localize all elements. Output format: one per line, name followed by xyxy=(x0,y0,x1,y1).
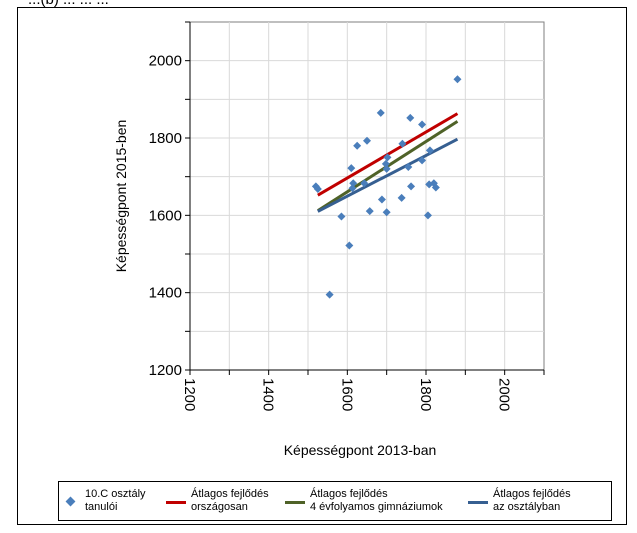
header-fragment: ...(b) ... ... ... xyxy=(28,0,109,8)
legend-label-gymnasium: Átlagos fejlődés 4 évfolyamos gimnáziumok xyxy=(310,488,443,513)
data-point-diamond xyxy=(404,163,413,171)
diamond-marker-icon xyxy=(65,496,76,507)
plot-area xyxy=(189,21,545,371)
data-point-diamond xyxy=(345,241,354,250)
grid-lines xyxy=(190,22,544,370)
data-point-diamond xyxy=(425,146,434,155)
legend-label-students: 10.C osztály tanulói xyxy=(85,488,146,513)
legend-label-national: Átlagos fejlődés országosan xyxy=(191,488,269,513)
data-point-diamond xyxy=(363,136,371,145)
y-axis-label: Képességpont 2015-ben xyxy=(113,120,129,273)
y-tick-label: 1800 xyxy=(149,130,182,147)
data-point-diamond xyxy=(398,139,407,148)
data-point-diamond xyxy=(418,156,427,165)
legend-label-class: Átlagos fejlődés az osztályban xyxy=(493,488,571,513)
data-point-diamond xyxy=(382,164,391,173)
data-point-diamond xyxy=(453,75,462,84)
x-tick-label: 1400 xyxy=(260,378,277,411)
y-tick-label: 1400 xyxy=(149,285,182,302)
data-point-diamond xyxy=(349,179,358,188)
red-line-marker-icon xyxy=(166,501,186,504)
blue-line-marker-icon xyxy=(468,501,488,504)
x-tick-label: 1200 xyxy=(181,378,198,411)
data-point-diamond xyxy=(347,164,356,173)
data-point-diamond xyxy=(418,120,427,129)
legend: 10.C osztály tanulói Átlagos fejlődés orsz… xyxy=(58,481,612,521)
data-point-diamond xyxy=(325,290,334,299)
x-tick-label: 1600 xyxy=(338,378,355,411)
x-tick-label: 2000 xyxy=(496,378,513,411)
y-tick-label: 1200 xyxy=(149,362,182,379)
data-point-diamond xyxy=(381,159,390,168)
y-tick-label: 2000 xyxy=(149,53,182,70)
green-line-marker-icon xyxy=(285,501,305,504)
y-tick-label: 1600 xyxy=(149,207,182,224)
data-point-diamond xyxy=(382,208,391,217)
data-point-diamond xyxy=(407,182,416,191)
data-point-diamond xyxy=(431,183,440,192)
data-point-diamond xyxy=(365,207,374,216)
data-point-diamond xyxy=(376,108,385,117)
data-point-diamond xyxy=(397,193,406,202)
axes: 1200 1400 1600 1800 2000 1200 1400 1600 1800 2000 xyxy=(149,21,545,411)
data-point-diamond xyxy=(377,195,386,204)
data-point-diamond xyxy=(360,179,369,188)
data-point-diamond xyxy=(383,153,392,162)
data-point-diamond xyxy=(353,141,362,150)
data-points xyxy=(311,75,462,299)
x-tick-label: 1800 xyxy=(417,378,434,411)
data-point-diamond xyxy=(313,185,322,194)
x-axis-label: Képességpont 2013-ban xyxy=(284,442,437,458)
class-trend-line xyxy=(317,137,459,213)
data-point-diamond xyxy=(337,212,346,221)
data-point-diamond xyxy=(406,113,415,122)
chart-frame xyxy=(17,7,627,525)
data-point-diamond xyxy=(423,211,432,220)
data-point-diamond xyxy=(348,184,357,193)
